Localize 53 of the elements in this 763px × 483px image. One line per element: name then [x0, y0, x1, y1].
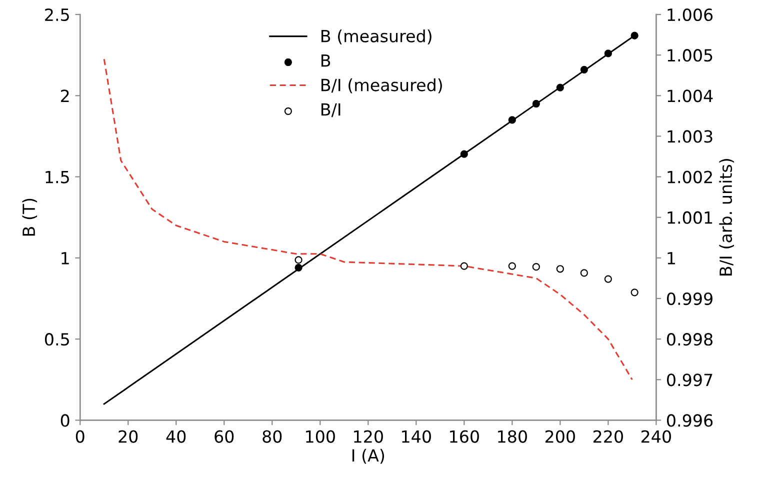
x-tick-label: 40	[166, 430, 186, 443]
point	[630, 32, 638, 40]
legend-label: B/I (measured)	[321, 78, 442, 94]
y2-tick-label: 1.001	[668, 211, 712, 224]
point	[580, 269, 588, 277]
x-axis-title: I (A)	[352, 448, 384, 464]
x-tick-label: 160	[450, 430, 479, 443]
legend-label: B/I	[321, 103, 340, 118]
y-tick-label: 2	[61, 90, 69, 102]
y2-tick-label: 0.997	[667, 374, 712, 386]
point	[604, 50, 612, 58]
y-tick-label: 0	[60, 414, 70, 427]
y2-tick-label: 0.999	[667, 292, 712, 306]
x-tick-label: 100	[306, 430, 335, 443]
y2-tick-label: 1.004	[668, 90, 713, 102]
y2-tick-label: 1.002	[668, 170, 712, 184]
point	[532, 263, 540, 271]
x-tick-label: 220	[593, 430, 623, 443]
point	[294, 264, 302, 272]
y2-tick-label: 1.005	[668, 49, 712, 62]
x-tick-label: 60	[214, 430, 234, 443]
point	[556, 84, 564, 92]
x-tick-label: 140	[402, 430, 431, 443]
point	[460, 262, 468, 270]
y2-axis-title: B/I (arb. units)	[719, 159, 734, 276]
x-tick-label: 0	[76, 430, 84, 443]
point	[508, 262, 516, 270]
x-tick-label: 200	[545, 430, 575, 443]
y-axis-title: B (T)	[22, 198, 38, 236]
point	[630, 288, 638, 296]
y-tick-label: 1.5	[46, 170, 69, 184]
point	[556, 265, 564, 273]
point	[460, 150, 468, 158]
y2-tick-label: 1.006	[668, 8, 713, 22]
y2-tick-label: 0.998	[667, 333, 712, 346]
y-tick-label: 0.5	[44, 333, 69, 346]
x-tick-label: 120	[354, 430, 383, 443]
y2-tick-label: 0.996	[667, 414, 713, 427]
y2-tick-label: 1	[668, 252, 675, 264]
x-tick-label: 80	[262, 430, 282, 443]
point	[580, 66, 588, 74]
x-tick-label: 180	[498, 430, 527, 443]
point	[532, 100, 540, 108]
legend-label: B (measured)	[321, 29, 432, 44]
point	[294, 256, 302, 264]
legend-label: B	[321, 54, 330, 67]
x-tick-label: 20	[118, 430, 138, 443]
y-tick-label: 1	[62, 252, 69, 264]
y2-tick-label: 1.003	[668, 130, 712, 143]
point	[508, 116, 516, 124]
y-tick-label: 2.5	[45, 8, 69, 22]
point	[604, 275, 612, 283]
x-tick-label: 240	[641, 430, 671, 443]
